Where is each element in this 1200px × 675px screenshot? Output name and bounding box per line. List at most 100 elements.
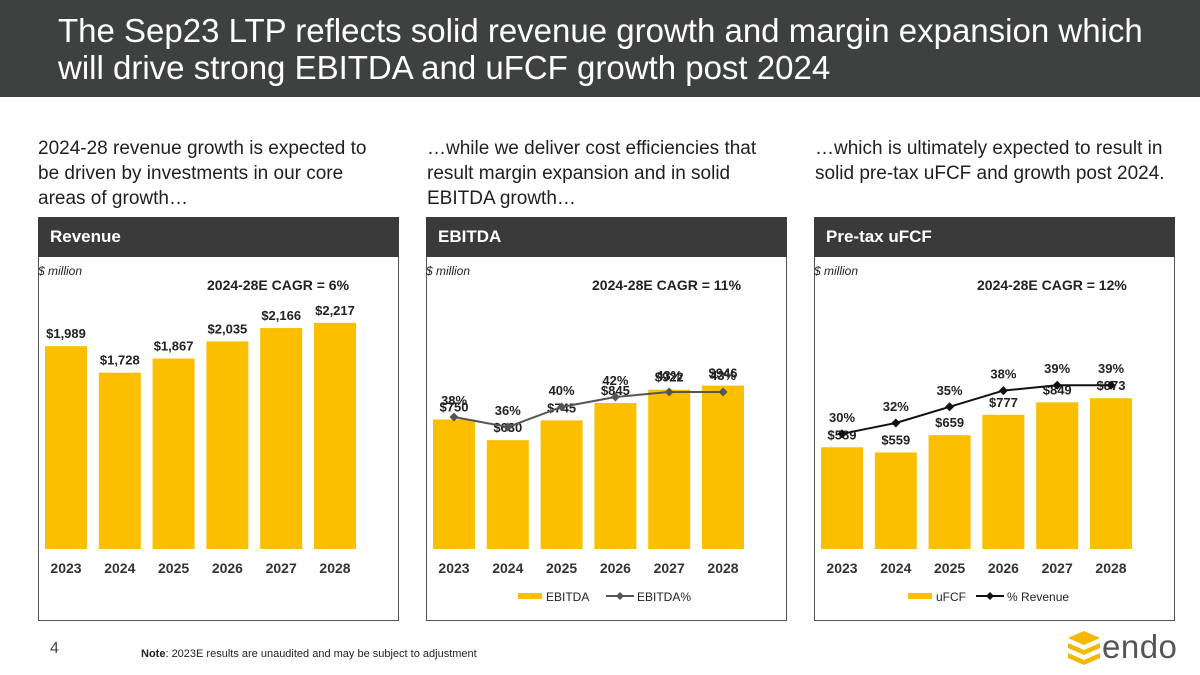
ufcf-value-label-2025: $659 [935,415,964,430]
ufcf-line-label-2023: 30% [829,410,855,425]
ufcf-line-label-2027: 39% [1044,361,1070,376]
ufcf-panel-title: Pre-tax uFCF [814,217,1175,257]
ufcf-bar-2027 [1036,402,1079,549]
ufcf-unit: $ million [814,264,859,278]
ebitda-value-label-2026: $845 [601,383,630,398]
footnote-label: Note [141,648,166,660]
revenue-panel-title: Revenue [38,217,399,257]
ufcf-x-tick-2025: 2025 [934,560,965,576]
ebitda-value-label-2028: $946 [709,366,738,381]
ebitda-line-marker-2024 [503,422,513,432]
ebitda-bar-2024 [486,440,529,549]
revenue-x-tick-2026: 2026 [212,560,243,576]
footnote: Note: 2023E results are unaudited and ma… [141,648,477,660]
ufcf-line-label-2024: 32% [883,399,909,414]
title-bar: The Sep23 LTP reflects solid revenue gro… [0,0,1200,97]
ebitda-line-label-2027: 43% [656,368,682,383]
ebitda-bar-2027 [648,389,691,549]
ebitda-line-label-2023: 38% [441,393,467,408]
ebitda-panel-title: EBITDA [426,217,787,257]
revenue-bar-2027 [260,328,303,549]
ebitda-value-label-2023: $750 [440,399,469,414]
revenue-value-label-2026: $2,035 [208,321,248,336]
ebitda-line-marker-2023 [449,412,459,422]
endo-logo-icon [1068,631,1100,665]
ufcf-cagr: 2024-28E CAGR = 12% [977,277,1127,293]
ebitda-legend-bar-swatch [518,593,542,599]
ufcf-panel [814,257,1175,621]
ufcf-bar-2028 [1090,398,1132,549]
ebitda-line-label-2026: 42% [602,373,628,388]
ebitda-unit: $ million [426,264,471,278]
ufcf-line-label-2025: 35% [937,383,963,398]
ufcf-bar-2026 [982,414,1025,549]
page-title: The Sep23 LTP reflects solid revenue gro… [58,12,1143,86]
intro-ebitda: …while we deliver cost efficiencies that… [427,138,757,209]
ufcf-bar-2025 [928,435,971,549]
revenue-value-label-2028: $2,217 [315,303,355,318]
revenue-value-label-2027: $2,166 [261,308,301,323]
revenue-chart: $1,989 2023 $1,728 2024 $1,867 2025 $2,035 2026… [38,257,399,621]
ebitda-value-label-2027: $922 [655,370,684,385]
revenue-x-tick-2027: 2027 [266,560,297,576]
ufcf-value-label-2026: $777 [989,395,1018,410]
ebitda-legend-bar-label: EBITDA [546,590,589,604]
ebitda-x-tick-2025: 2025 [546,560,577,576]
ebitda-x-tick-2024: 2024 [492,560,523,576]
revenue-value-label-2025: $1,867 [154,339,194,354]
ufcf-x-tick-2024: 2024 [880,560,911,576]
revenue-chart-svg: $1,989 2023 $1,728 2024 $1,867 2025 $2,035 2026… [45,303,356,576]
ufcf-line-marker-2025 [945,402,955,412]
ufcf-line-marker-2028 [1106,380,1116,390]
ufcf-legend-bar-label: uFCF [936,590,966,604]
revenue-unit: $ million [38,264,83,278]
revenue-panel [38,257,399,621]
ebitda-bar-2025 [540,420,583,549]
ebitda-x-tick-2028: 2028 [707,560,738,576]
ebitda-panel [426,257,787,621]
ebitda-legend-line-marker [616,592,624,600]
ufcf-legend-line-marker [986,592,994,600]
ufcf-line-label-2028: 39% [1098,361,1124,376]
ufcf-legend-bar-swatch [908,593,932,599]
revenue-bar-2026 [206,341,249,549]
revenue-bar-2025 [152,358,195,549]
ebitda-line-label-2024: 36% [495,403,521,418]
ufcf-line-marker-2026 [998,386,1008,396]
ebitda-line-label-2028: 43% [710,368,736,383]
ufcf-bar-2023 [821,447,863,549]
intro-revenue: 2024-28 revenue growth is expected to be… [38,138,367,209]
endo-logo-text: endo [1102,628,1178,665]
endo-logo-mark [1068,631,1100,665]
ebitda-chart-svg: $7502023$6302024$7452025$8452026$9222027… [433,366,744,604]
ebitda-bar-2028 [702,385,744,549]
ebitda-bar-2023 [433,419,475,549]
ebitda-cagr: 2024-28E CAGR = 11% [592,277,742,293]
ufcf-legend-line-label: % Revenue [1007,590,1069,604]
revenue-x-tick-2024: 2024 [104,560,135,576]
ebitda-x-tick-2026: 2026 [600,560,631,576]
revenue-bar-2028 [314,322,356,549]
ufcf-line-label-2026: 38% [990,367,1016,382]
page-number: 4 [50,640,59,657]
revenue-x-tick-2025: 2025 [158,560,189,576]
revenue-cagr: 2024-28E CAGR = 6% [207,277,350,293]
ebitda-line-marker-2025 [557,402,567,412]
ufcf-chart-svg: $5892023$5592024$6592025$7772026$8492027… [821,361,1132,604]
ebitda-line-marker-2028 [718,387,728,397]
ufcf-line-marker-2027 [1052,380,1062,390]
ebitda-x-tick-2027: 2027 [654,560,685,576]
ufcf-x-tick-2023: 2023 [826,560,857,576]
revenue-bar-2023 [45,346,87,549]
footnote-text: : 2023E results are unaudited and may be… [165,648,477,660]
revenue-bar-2024 [98,372,141,549]
ebitda-line [453,391,723,429]
revenue-x-tick-2023: 2023 [50,560,81,576]
ufcf-x-tick-2028: 2028 [1095,560,1126,576]
ebitda-bar-2026 [594,403,637,549]
ufcf-chart: $5892023$5592024$6592025$7772026$8492027… [814,257,1175,621]
ebitda-chart: $7502023$6302024$7452025$8452026$9222027… [426,257,787,621]
revenue-x-tick-2028: 2028 [319,560,350,576]
ufcf-bar-2024 [874,452,917,549]
ufcf-value-label-2024: $559 [881,432,910,447]
